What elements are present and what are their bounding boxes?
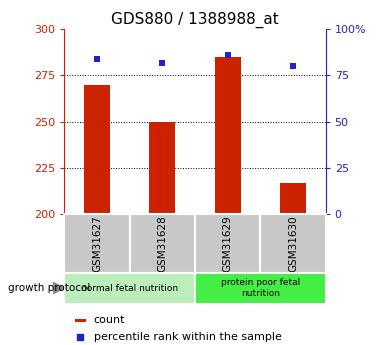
Bar bbox=[261, 214, 326, 273]
Text: GSM31630: GSM31630 bbox=[288, 215, 298, 272]
Bar bbox=[149, 122, 176, 214]
Polygon shape bbox=[53, 282, 64, 294]
Bar bbox=[195, 273, 326, 304]
Bar bbox=[280, 183, 306, 214]
Text: GDS880 / 1388988_at: GDS880 / 1388988_at bbox=[111, 12, 279, 28]
Bar bbox=[129, 214, 195, 273]
Text: count: count bbox=[94, 315, 125, 325]
Bar bbox=[64, 273, 195, 304]
Text: growth protocol: growth protocol bbox=[8, 283, 90, 293]
Bar bbox=[64, 214, 129, 273]
Bar bbox=[84, 85, 110, 214]
Text: GSM31627: GSM31627 bbox=[92, 215, 102, 272]
Bar bbox=[195, 214, 261, 273]
Text: GSM31629: GSM31629 bbox=[223, 215, 233, 272]
Text: normal fetal nutrition: normal fetal nutrition bbox=[81, 284, 178, 293]
Bar bbox=[215, 57, 241, 214]
Text: GSM31628: GSM31628 bbox=[157, 215, 167, 272]
Text: percentile rank within the sample: percentile rank within the sample bbox=[94, 332, 282, 342]
Bar bbox=[75, 319, 86, 322]
Text: protein poor fetal
nutrition: protein poor fetal nutrition bbox=[221, 278, 300, 298]
